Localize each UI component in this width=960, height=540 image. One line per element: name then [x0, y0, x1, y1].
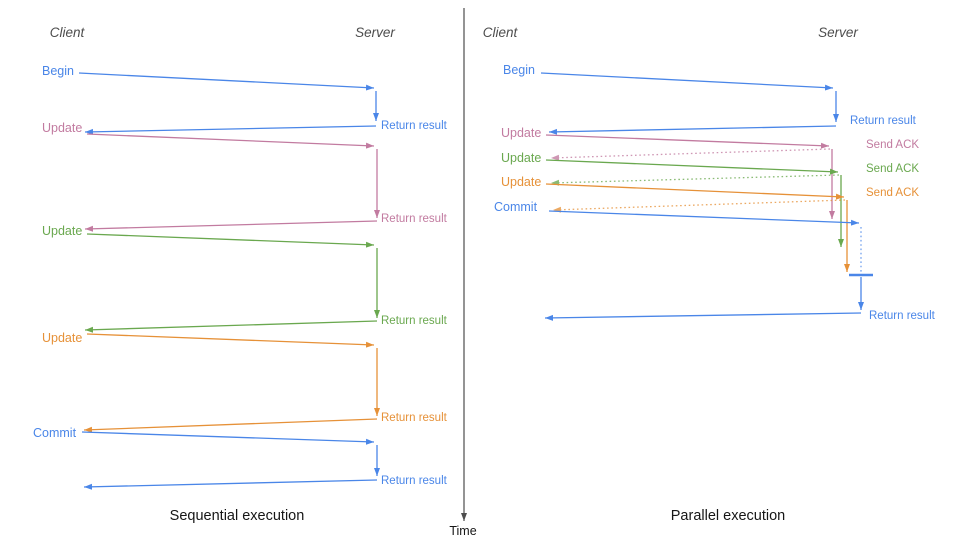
seq-msg-update3-response-label: Return result: [381, 412, 448, 424]
seq-msg-update2-response-label: Return result: [381, 315, 448, 327]
par-msg-commit-return-line: [544, 312, 862, 321]
par-client-header: Client: [483, 25, 519, 40]
par-caption: Parallel execution: [671, 508, 785, 524]
seq-msg-update1-return-line: [84, 220, 378, 232]
par-msg-commit-label: Commit: [494, 200, 538, 214]
seq-msg-update1-label: Update: [42, 121, 82, 135]
seq-msg-update3-return-line: [83, 418, 378, 433]
seq-msg-begin-label: Begin: [42, 64, 74, 78]
seq-msg-begin-return-line: [84, 125, 377, 135]
par-msg-update3-label: Update: [501, 175, 541, 189]
time-axis-label: Time: [449, 524, 476, 538]
par-msg-update2-ack-line: [550, 174, 840, 186]
seq-msg-update3-label: Update: [42, 331, 82, 345]
time-axis: Time: [449, 8, 477, 538]
seq-caption: Sequential execution: [170, 508, 305, 524]
seq-server-header: Server: [355, 25, 395, 40]
seq-msg-commit-label: Commit: [33, 426, 77, 440]
par-msg-update3-request-line: [545, 183, 845, 200]
seq-msg-commit-response-label: Return result: [381, 475, 448, 487]
par-server-header: Server: [818, 25, 858, 40]
seq-msg-update3-request-line: [86, 333, 375, 348]
seq-msg-update1-response-label: Return result: [381, 213, 448, 225]
par-msg-update3-response-label: Send ACK: [866, 187, 919, 199]
par-msg-update1-label: Update: [501, 126, 541, 140]
par-msg-update3-ack-line: [552, 199, 846, 213]
seq-msg-update2-request-line: [86, 233, 375, 248]
seq-msg-update2-label: Update: [42, 224, 82, 238]
par-msg-update1-response-label: Send ACK: [866, 139, 919, 151]
par-msg-update1-ack-line: [550, 148, 831, 161]
par-msg-begin-label: Begin: [503, 63, 535, 77]
par-msg-update2-label: Update: [501, 151, 541, 165]
par-msg-begin-response-label: Return result: [850, 115, 917, 127]
parallel-panel: Client Server Begin Return result Update…: [483, 25, 936, 524]
seq-msg-begin-response-label: Return result: [381, 120, 448, 132]
seq-msg-update1-request-line: [86, 133, 375, 149]
par-msg-commit-request-line: [548, 210, 860, 226]
sequential-panel: Client Server Begin Return result Update…: [33, 25, 448, 524]
seq-msg-commit-request-line: [81, 431, 375, 445]
seq-msg-begin-request-line: [78, 72, 375, 91]
seq-msg-commit-return-line: [83, 479, 378, 490]
par-msg-update2-response-label: Send ACK: [866, 163, 919, 175]
par-msg-begin-request-line: [540, 72, 834, 91]
par-msg-update1-request-line: [545, 134, 830, 149]
par-msg-update2-request-line: [545, 159, 839, 175]
par-msg-begin-return-line: [548, 125, 837, 135]
par-msg-commit-response-label: Return result: [869, 310, 936, 322]
seq-msg-update2-return-line: [84, 320, 378, 333]
seq-client-header: Client: [50, 25, 86, 40]
